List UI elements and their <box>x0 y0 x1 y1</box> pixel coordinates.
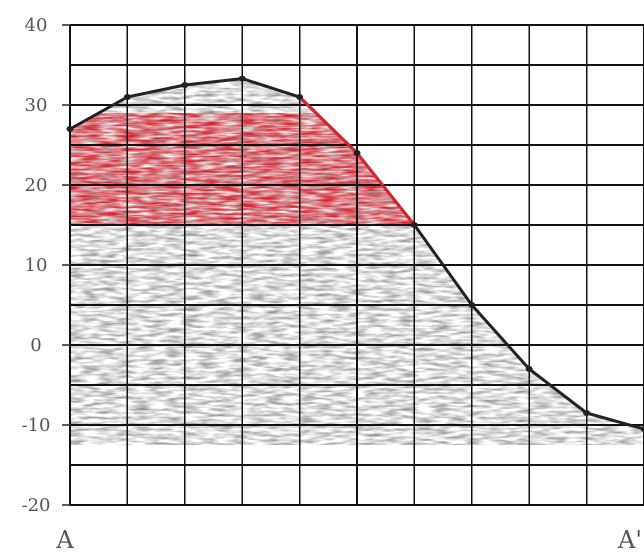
data-point <box>525 366 533 372</box>
data-point <box>410 222 418 228</box>
y-tick-label: -10 <box>22 415 51 436</box>
data-point <box>583 410 591 416</box>
grid <box>69 24 644 506</box>
data-point <box>123 94 131 100</box>
data-points <box>66 75 644 432</box>
y-tick-label: 20 <box>25 175 48 196</box>
y-tick-label: 40 <box>25 15 48 36</box>
data-point <box>353 150 361 156</box>
data-point <box>238 75 246 82</box>
x-end-label-start: A <box>55 526 74 554</box>
x-end-label-end: A' <box>617 526 642 554</box>
data-point <box>640 426 644 432</box>
y-axis: 40 30 20 10 0 -10 -20 <box>22 15 70 516</box>
data-point <box>296 94 304 100</box>
data-point <box>468 302 476 308</box>
y-tick-label: 0 <box>30 335 41 356</box>
y-tick-label: 30 <box>25 95 48 116</box>
y-tick-label: -20 <box>22 495 51 516</box>
data-point <box>66 126 74 132</box>
y-tick-label: 10 <box>25 255 48 276</box>
data-point <box>181 82 189 88</box>
